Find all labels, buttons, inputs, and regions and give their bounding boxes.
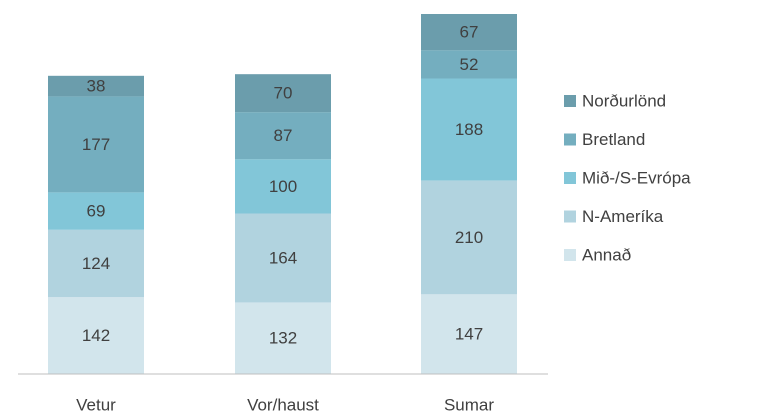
bar-segment: [235, 74, 331, 113]
bar-segment: [421, 294, 517, 374]
bar-segment: [48, 96, 144, 193]
bar-segment: [421, 14, 517, 51]
bar-segment: [48, 297, 144, 374]
value-label: 67: [460, 23, 479, 42]
legend-label: Mið-/S-Evrópa: [582, 168, 691, 187]
bar-segment: [421, 78, 517, 181]
legend-label: N-Ameríka: [582, 207, 664, 226]
legend-swatch: [564, 133, 576, 146]
x-tick-label: Vetur: [76, 395, 116, 414]
bar-segment: [235, 112, 331, 160]
bar-segment: [235, 302, 331, 374]
value-label: 100: [269, 177, 297, 196]
value-label: 52: [460, 55, 479, 74]
value-label: 142: [82, 326, 110, 345]
value-label: 132: [269, 329, 297, 348]
bar-segment: [48, 192, 144, 230]
bar-segment: [235, 159, 331, 214]
bar-segment: [421, 180, 517, 295]
bar-segment: [48, 229, 144, 298]
bar-segment: [235, 213, 331, 303]
bar-segment: [421, 50, 517, 79]
legend-label: Annað: [582, 245, 631, 264]
value-label: 70: [274, 84, 293, 103]
bar-segment: [48, 75, 144, 97]
value-label: 69: [87, 202, 106, 221]
value-label: 188: [455, 120, 483, 139]
legend-label: Bretland: [582, 130, 645, 149]
x-tick-label: Vor/haust: [247, 395, 319, 414]
value-label: 164: [269, 248, 297, 267]
value-label: 38: [87, 77, 106, 96]
x-tick-label: Sumar: [444, 395, 494, 414]
legend-swatch: [564, 95, 576, 107]
value-label: 87: [274, 126, 293, 145]
value-label: 177: [82, 135, 110, 154]
value-label: 124: [82, 254, 110, 273]
value-label: 147: [455, 325, 483, 344]
legend-label: Norðurlönd: [582, 91, 666, 110]
legend-swatch: [564, 249, 576, 261]
value-label: 210: [455, 228, 483, 247]
legend-swatch: [564, 172, 576, 184]
legend-swatch: [564, 210, 576, 223]
